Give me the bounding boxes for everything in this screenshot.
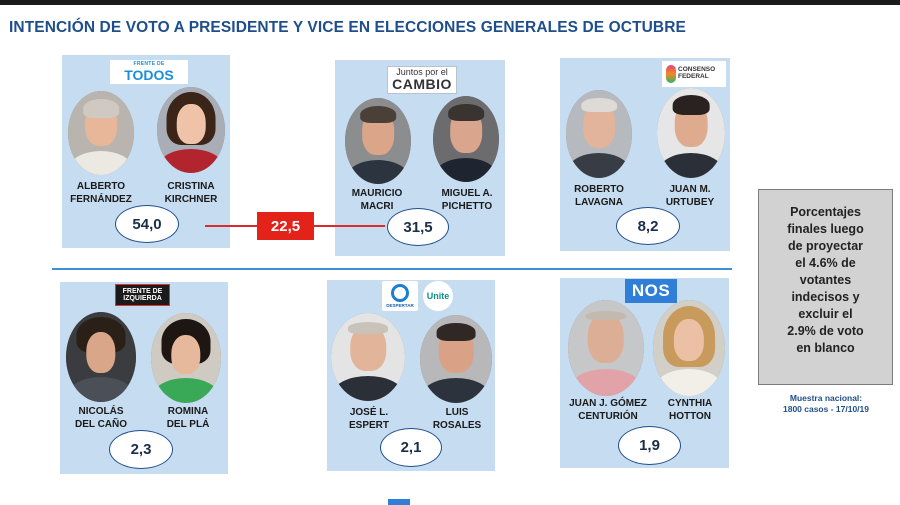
- ticket-value-5: 1,9: [618, 426, 681, 465]
- ticket-value-0: 54,0: [115, 205, 179, 243]
- ticket-card-frente-de-todos: FRENTE DE TODOS ALBERTO FERNÁNDEZ CRISTIN…: [62, 55, 230, 248]
- footer-logo-fragment: [388, 499, 410, 505]
- president-photo: [345, 98, 411, 184]
- frente-de-izquierda-logo: FRENTE DE IZQUIERDA: [115, 284, 170, 306]
- vice-name: LUIS ROSALES: [432, 407, 482, 431]
- juntos-por-el-cambio-logo: Juntos por el CAMBIO: [387, 66, 457, 94]
- vice-photo: [653, 300, 725, 396]
- ticket-value-1: 31,5: [387, 208, 449, 246]
- vice-name: CYNTHIA HOTTON: [667, 398, 713, 422]
- row-divider: [52, 268, 732, 270]
- vice-name: ROMINA DEL PLÁ: [166, 406, 210, 430]
- ticket-card-consenso-federal: CONSENSO FEDERAL ROBERTO LAVAGNA JUAN M. U…: [560, 58, 730, 251]
- ticket-card-juntos-por-el-cambio: Juntos por el CAMBIO MAURICIO MACRI MIGUE…: [335, 60, 505, 256]
- consenso-federal-logo: CONSENSO FEDERAL: [662, 61, 726, 87]
- difference-label: 22,5: [257, 212, 314, 240]
- ticket-card-despertar: DESPERTAR Unite JOSÉ L. ESPERT LUIS ROSALE…: [327, 280, 495, 471]
- ticket-value-4: 2,1: [380, 428, 442, 467]
- president-name: ALBERTO FERNÁNDEZ: [70, 181, 132, 205]
- despertar-logo: DESPERTAR: [382, 281, 418, 311]
- president-name: ROBERTO LAVAGNA: [574, 184, 624, 208]
- president-photo: [68, 91, 134, 175]
- vice-name: JUAN M. URTUBEY: [665, 184, 715, 208]
- frente-de-todos-logo: FRENTE DE TODOS: [110, 60, 188, 84]
- president-name: JOSÉ L. ESPERT: [348, 407, 389, 431]
- unite-logo: Unite: [423, 281, 453, 311]
- page-title: INTENCIÓN DE VOTO A PRESIDENTE Y VICE EN…: [9, 19, 686, 36]
- consenso-federal-swirl-icon: [666, 65, 676, 83]
- president-photo: [568, 300, 644, 396]
- methodology-note: Porcentajes finales luego de proyectar e…: [758, 189, 893, 385]
- top-border: [0, 0, 900, 5]
- vice-photo: [433, 96, 499, 182]
- vice-photo: [657, 88, 725, 178]
- president-name: NICOLÁS DEL CAÑO: [74, 406, 128, 430]
- nos-logo: NOS: [625, 279, 677, 303]
- president-photo: [66, 312, 136, 402]
- vice-photo: [157, 87, 225, 173]
- president-photo: [566, 90, 632, 178]
- sample-note: Muestra nacional: 1800 casos - 17/10/19: [782, 393, 869, 415]
- vice-photo: [420, 315, 492, 403]
- ticket-value-2: 8,2: [616, 207, 680, 245]
- president-name: MAURICIO MACRI: [351, 188, 403, 212]
- president-photo: [331, 313, 405, 401]
- despertar-ring-icon: [391, 284, 409, 302]
- vice-name: CRISTINA KIRCHNER: [164, 181, 218, 205]
- vice-name: MIGUEL A. PICHETTO: [441, 188, 493, 212]
- vice-photo: [151, 313, 221, 403]
- ticket-value-3: 2,3: [109, 430, 173, 469]
- president-name: JUAN J. GÓMEZ CENTURIÓN: [569, 398, 647, 422]
